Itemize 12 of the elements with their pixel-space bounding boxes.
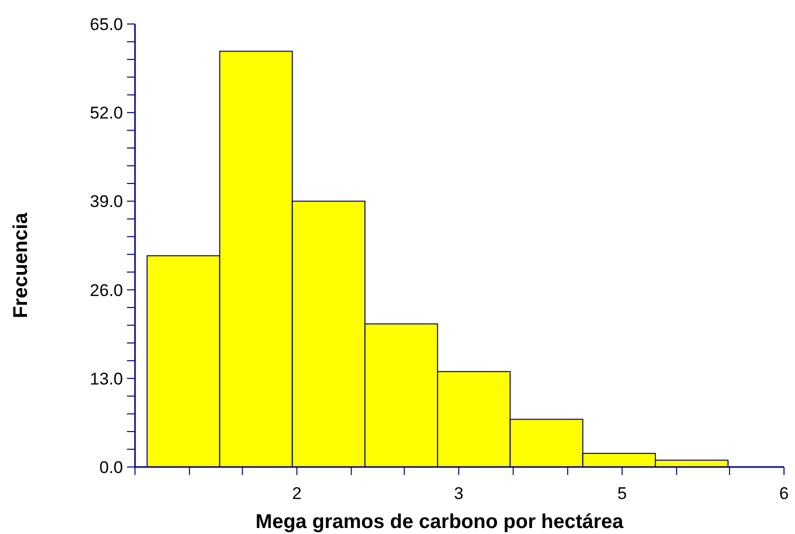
y-tick-label: 13.0 [90,369,123,388]
x-tick-label: 5 [617,484,627,503]
y-tick-label: 26.0 [90,280,123,300]
x-axis-title: Mega gramos de carbono por hectárea [256,511,624,533]
y-tick-label: 39.0 [90,192,123,212]
y-tick-label: 52.0 [90,104,123,123]
y-tick-label: 0.0 [99,458,123,477]
y-axis-title: Frecuencia [10,212,32,318]
y-tick-label: 65.0 [90,14,123,34]
x-tick-label: 3 [454,484,464,503]
x-tick-label: 2 [292,484,302,503]
x-tick-label: 6 [779,484,789,503]
